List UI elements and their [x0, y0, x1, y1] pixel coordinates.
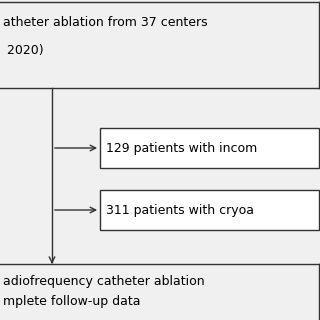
- FancyBboxPatch shape: [100, 128, 319, 168]
- Text: adiofrequency catheter ablation: adiofrequency catheter ablation: [3, 276, 204, 289]
- FancyBboxPatch shape: [100, 190, 319, 230]
- Text: 129 patients with incom: 129 patients with incom: [106, 141, 257, 155]
- Text: mplete follow-up data: mplete follow-up data: [3, 295, 140, 308]
- Text: 2020): 2020): [3, 44, 44, 57]
- Text: 311 patients with cryoa: 311 patients with cryoa: [106, 204, 254, 217]
- Text: atheter ablation from 37 centers: atheter ablation from 37 centers: [3, 15, 208, 28]
